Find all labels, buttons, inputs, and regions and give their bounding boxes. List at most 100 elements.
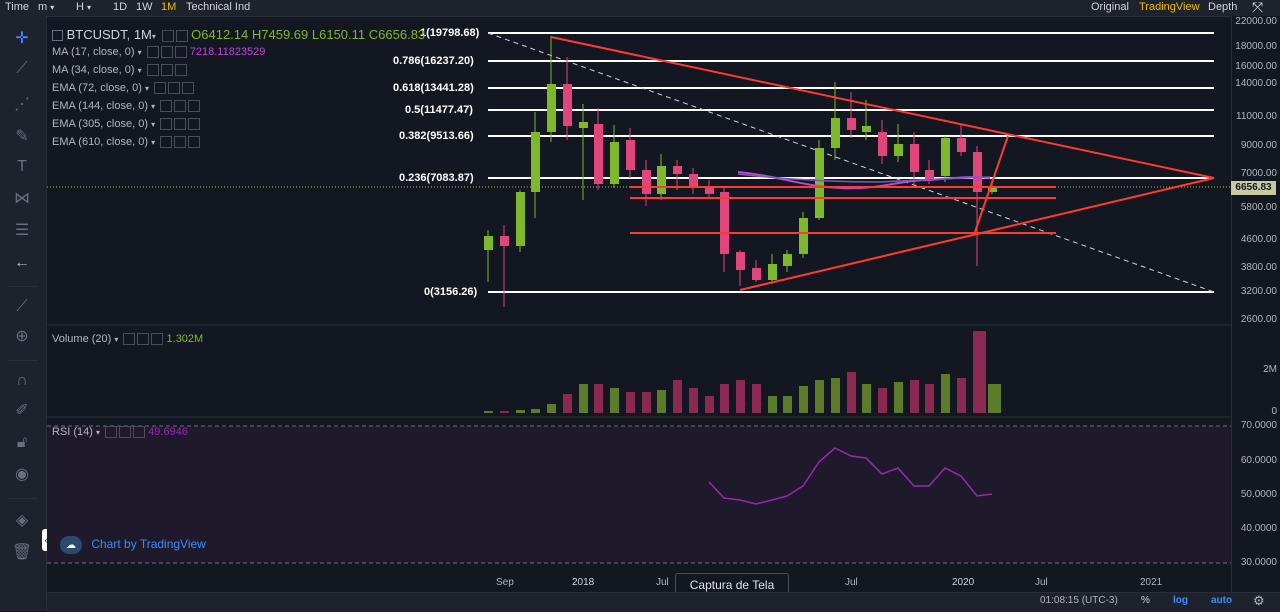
bottom-bar: 01:08:15 (UTC-3) % log auto ⚙ [47,592,1280,612]
indicator-ema144[interactable]: EMA (144, close, 0) ▾ [52,98,201,114]
trendline-icon[interactable]: ⟋ [16,60,28,77]
price-tick: 4600.00 [1240,234,1277,245]
interval-1m[interactable]: 1M [161,1,177,13]
fib-trend-line [487,32,1215,293]
clock-readout[interactable]: 01:08:15 (UTC-3) [1040,595,1118,606]
view-tradingview[interactable]: TradingView [1139,1,1200,13]
interval-1w[interactable]: 1W [136,1,153,13]
settings-gear-icon[interactable]: ⚙ [1253,593,1265,608]
price-tick: 3800.00 [1240,262,1277,273]
toolbar-divider [8,360,38,361]
technical-ind-button[interactable]: Technical Ind [186,1,251,13]
fib-label-0236: 0.236(7083.87) [399,172,474,184]
view-original[interactable]: Original [1091,1,1129,13]
fib-label-0: 0(3156.26) [424,286,478,298]
pattern-icon[interactable]: ⋈ [14,190,30,207]
price-tick: 2600.00 [1240,314,1277,325]
crosshair-icon[interactable]: ✛ [15,30,29,47]
time-tick: 2018 [572,577,595,588]
zoom-icon[interactable]: ⊕ [15,328,29,345]
watermark-text: Chart by TradingView [91,537,206,551]
price-tick: 11000.00 [1236,111,1277,122]
fib-label-05: 0.5(11477.47) [405,104,473,116]
magnet-icon[interactable]: ∩ [16,372,28,389]
price-tick: 3200.00 [1240,286,1277,297]
time-label: Time [5,1,30,13]
indicator-ma34[interactable]: MA (34, close, 0) ▾ [52,62,187,78]
lock-icon[interactable]: 🔓︎ [16,434,28,451]
rsi-tick: 40.0000 [1240,523,1277,534]
ma-17-line [737,171,991,190]
fib-label-1: 1(19798.68) [420,27,480,39]
time-tick: Jul [656,577,669,588]
view-depth[interactable]: Depth [1208,1,1238,13]
rsi-band [47,426,1231,563]
hour-select[interactable]: H ▾ [76,1,92,13]
ohlc-open: O6412.14 [191,27,249,42]
time-tick: Jul [1035,577,1048,588]
toolbar-divider [8,498,38,499]
toolbar-divider [8,286,38,287]
ma17-value: 7218.11823529 [189,46,266,58]
price-axis[interactable]: 22000.00 18000.00 16000.00 14000.00 1100… [1231,16,1280,592]
drawing-toolbar: ✛ ⟋ ⋰ ✎ T ⋈ ☰ ← ⟋ ⊕ ∩ ✐ 🔓︎ ◉ ◈ 🗑︎ [0,16,47,611]
brush-icon[interactable]: ✎ [15,128,29,145]
interval-1d[interactable]: 1D [113,1,128,13]
tradingview-logo-icon: ☁ [60,535,82,554]
fib-label-0382: 0.382(9513.66) [399,130,474,142]
price-tick: 22000.00 [1235,16,1277,27]
layers-icon[interactable]: ◈ [15,512,29,529]
symbol-settings-icons[interactable] [160,28,188,44]
tradingview-watermark[interactable]: ☁ Chart by TradingView [60,534,206,554]
breakout-line [974,135,1009,233]
fullscreen-icon[interactable]: ⤧ [1252,0,1264,15]
lock-draw-icon[interactable]: ✐ [15,402,29,419]
rsi-legend[interactable]: RSI (14) ▾ 49.6946 [52,426,188,439]
price-tick: 5800.00 [1240,202,1277,213]
time-tick: Jul [845,577,858,588]
measure-icon[interactable]: ☰ [14,222,30,239]
indicator-ema305[interactable]: EMA (305, close, 0) ▾ [52,116,201,132]
time-tick: Sep [496,577,514,588]
symbol-interval[interactable]: 1M [133,27,152,42]
minute-select[interactable]: m ▾ [38,1,55,13]
ruler-icon[interactable]: ⟋ [16,298,28,315]
ohlc-high: H7459.69 [251,27,309,42]
indicator-ema72[interactable]: EMA (72, close, 0) ▾ [52,80,195,96]
text-icon[interactable]: T [17,158,27,175]
auto-toggle[interactable]: auto [1211,595,1233,606]
symbol-name[interactable]: BTCUSDT [66,27,127,42]
symbol-legend: BTCUSDT, 1M▾ O6412.14 H7459.69 L6150.11 … [52,27,425,43]
ohlc-close: C6656.83 [368,27,426,42]
price-chart[interactable] [47,16,1231,592]
top-toolbar: Time m ▾ H ▾ 1D 1W 1M Technical Ind Orig… [0,0,1280,17]
log-toggle[interactable]: log [1173,595,1188,606]
eye-icon[interactable]: ◉ [15,466,29,483]
rsi-tick: 70.0000 [1240,420,1277,431]
collapse-legend-icon[interactable] [52,30,63,42]
fib-label-0786: 0.786(16237.20) [393,55,474,67]
price-tick: 18000.00 [1235,41,1277,52]
rsi-tick: 30.0000 [1240,557,1277,568]
percent-toggle[interactable]: % [1141,595,1150,606]
rsi-value: 49.6946 [148,426,188,438]
volume-legend[interactable]: Volume (20) ▾ 1.302M [52,333,204,346]
price-tick: 14000.00 [1235,78,1277,89]
time-tick: 2021 [1140,577,1163,588]
ohlc-low: L6150.11 [311,27,366,42]
rsi-tick: 50.0000 [1240,489,1277,500]
volume-tick: 0 [1271,406,1277,417]
price-tick: 9000.00 [1240,140,1277,151]
arrow-left-icon[interactable]: ← [14,254,30,271]
volume-tick: 2M [1263,364,1277,375]
fib-icon[interactable]: ⋰ [14,96,30,113]
indicator-ma17[interactable]: MA (17, close, 0) ▾ 7218.11823529 [52,46,266,59]
descending-trendline [550,36,1215,179]
collapse-toolbar-button[interactable]: ‹ [42,529,50,551]
candles [484,36,997,307]
ma-34-line [737,173,991,183]
trash-icon[interactable]: 🗑︎ [11,544,33,561]
volume-value: 1.302M [166,333,204,345]
indicator-ema610[interactable]: EMA (610, close, 0) ▾ [52,134,201,150]
price-tick: 16000.00 [1235,61,1277,72]
